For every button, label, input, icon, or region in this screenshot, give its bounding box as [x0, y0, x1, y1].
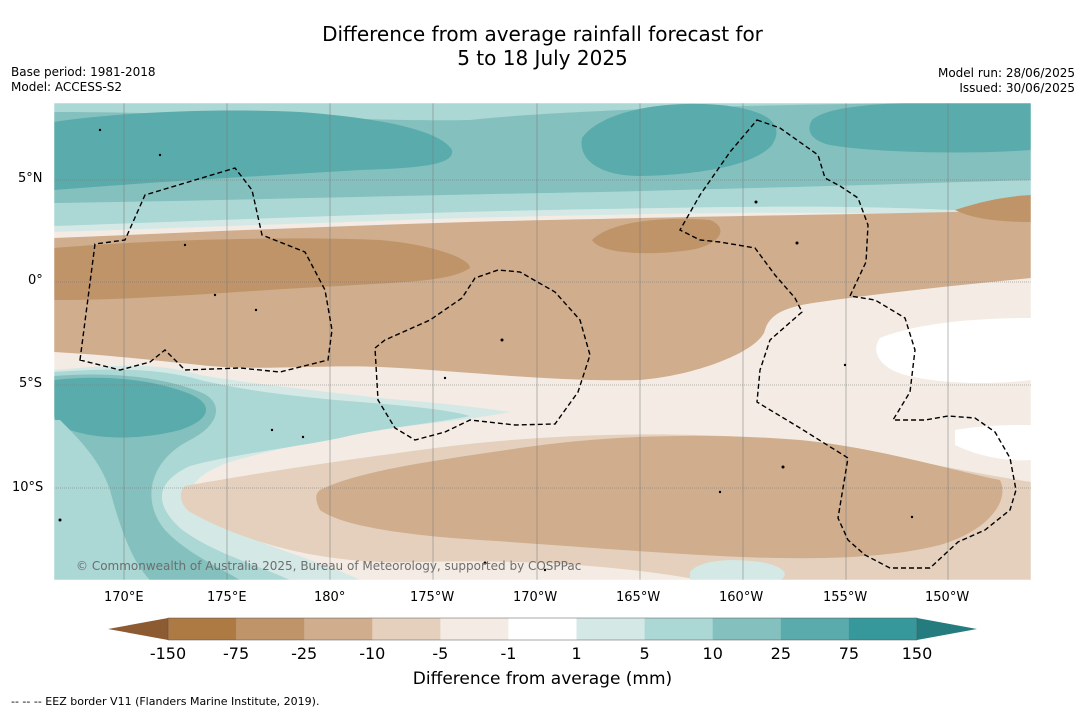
colorbar-tick-label: -10: [359, 644, 386, 663]
meta-left: Base period: 1981-2018 Model: ACCESS-S2: [11, 65, 156, 95]
lon-label-175e: 175°E: [207, 590, 247, 605]
base-period-text: Base period: 1981-2018: [11, 65, 156, 79]
lat-label-0: 0°: [28, 273, 43, 288]
model-run-text: Model run: 28/06/2025: [937, 66, 1075, 80]
colorbar-cell: [440, 618, 509, 640]
colorbar-cell: [508, 618, 578, 640]
lon-label-165w: 165°W: [616, 590, 661, 605]
map-title: Difference from average rainfall forecas…: [0, 22, 1085, 70]
lon-label-175w: 175°W: [410, 590, 455, 605]
colorbar-tick-label: -25: [291, 644, 318, 663]
lat-label-5n: 5°N: [18, 171, 43, 186]
colorbar-cell: [780, 618, 850, 640]
colorbar-cell: [644, 618, 714, 640]
copyright-notice: © Commonwealth of Australia 2025, Bureau…: [76, 559, 582, 573]
lon-label-155w: 155°W: [823, 590, 868, 605]
meta-right: Model run: 28/06/2025 Issued: 30/06/2025: [938, 66, 1075, 96]
lon-label-180: 180°: [314, 590, 346, 605]
lon-label-150w: 150°W: [925, 590, 970, 605]
lon-label-160w: 160°W: [719, 590, 764, 605]
eez-legend-note: -- -- -- EEZ border V11 (Flanders Marine…: [11, 695, 320, 708]
eez-borders: [79, 119, 1017, 569]
colorbar-tick-label: -5: [432, 644, 449, 663]
colorbar-cell: [372, 618, 441, 640]
issued-text: Issued: 30/06/2025: [959, 81, 1075, 95]
lon-label-170w: 170°W: [513, 590, 558, 605]
colorbar-cell: [168, 618, 237, 640]
colorbar-cell: [304, 618, 373, 640]
colorbar-extend-high: [917, 618, 977, 640]
colorbar-tick-label: 5: [639, 644, 650, 663]
colorbar-extend-low: [108, 618, 168, 640]
lat-label-10s: 10°S: [12, 480, 44, 495]
lon-label-170e: 170°E: [104, 590, 144, 605]
title-line-1: Difference from average rainfall forecas…: [322, 22, 763, 46]
lat-label-5s: 5°S: [19, 376, 43, 391]
colorbar-tick-label: 1: [571, 644, 582, 663]
colorbar-tick-label: 10: [702, 644, 723, 663]
colorbar-tick-label: -75: [223, 644, 250, 663]
model-text: Model: ACCESS-S2: [11, 80, 123, 94]
colorbar-cell: [712, 618, 782, 640]
colorbar-tick-label: 75: [838, 644, 860, 663]
colorbar-tick-label: -150: [149, 644, 187, 663]
colorbar-title: Difference from average (mm): [412, 669, 673, 689]
islands: [58, 128, 914, 572]
colorbar: [108, 617, 977, 641]
colorbar-cell: [848, 618, 918, 640]
colorbar-cell: [576, 618, 646, 640]
map-fill: [54, 103, 1031, 580]
colorbar-tick-label: -1: [500, 644, 517, 663]
colorbar-cell: [236, 618, 305, 640]
title-line-2: 5 to 18 July 2025: [457, 46, 628, 70]
colorbar-tick-label: 150: [901, 644, 933, 663]
colorbar-tick-label: 25: [770, 644, 791, 663]
